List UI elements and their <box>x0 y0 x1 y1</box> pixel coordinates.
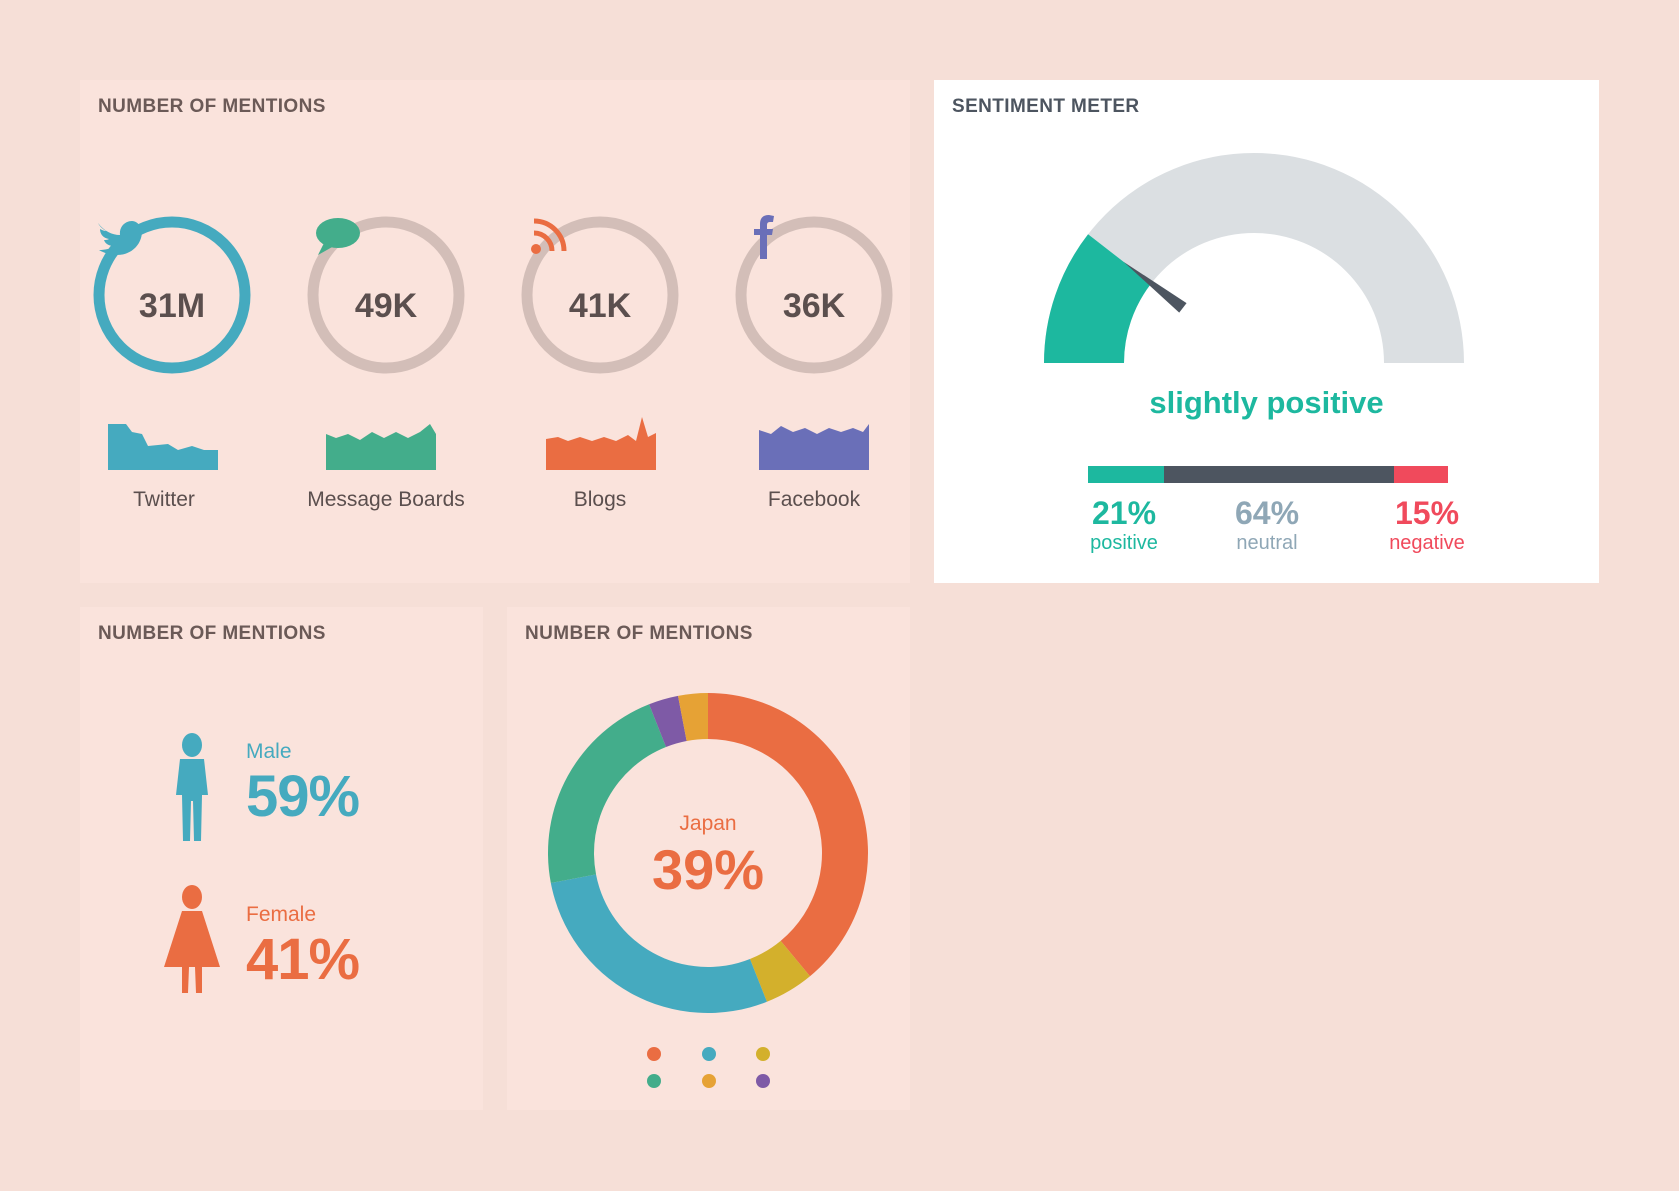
gender-panel: NUMBER OF MENTIONS Male 59% Female 41% <box>80 607 483 1110</box>
speech-bubble-icon <box>316 218 360 255</box>
negative-percent: 15% <box>1394 495 1460 531</box>
facebook-count: 36K <box>782 287 846 325</box>
sentiment-panel: SENTIMENT METER slightly positive 21% po… <box>934 80 1599 583</box>
sentiment-bar-positive <box>1088 466 1164 483</box>
legend-dot-2[interactable] <box>756 1047 770 1061</box>
facebook-ring[interactable]: 36K <box>734 215 894 375</box>
message-boards-ring[interactable]: 49K <box>306 215 466 375</box>
donut-slice-5[interactable] <box>678 693 708 742</box>
female-figure-icon <box>164 885 220 993</box>
blogs-label: Blogs <box>573 488 627 511</box>
blogs-sparkline <box>546 417 656 470</box>
message-boards-sparkline <box>326 424 436 470</box>
facebook-icon <box>754 215 774 259</box>
donut-center-label: Japan <box>679 812 737 835</box>
facebook-ring-circle <box>735 216 893 374</box>
donut-slice-0[interactable] <box>708 693 868 977</box>
positive-percent: 21% <box>1091 495 1157 531</box>
twitter-count: 31M <box>138 287 206 325</box>
neutral-percent: 64% <box>1234 495 1300 531</box>
sentiment-bar-neutral <box>1164 466 1394 483</box>
sentiment-gauge <box>1044 153 1464 363</box>
donut-slice-1[interactable] <box>749 940 810 1002</box>
message-boards-count: 49K <box>354 287 418 325</box>
gauge-positive-fill <box>1044 234 1152 363</box>
blogs-ring[interactable]: 41K <box>520 215 680 375</box>
twitter-ring-circle <box>93 216 251 374</box>
sentiment-bar <box>1088 466 1448 483</box>
legend-dot-3[interactable] <box>647 1074 661 1088</box>
mentions-panel: NUMBER OF MENTIONS 31M Twitter 49K Messa… <box>80 80 910 583</box>
legend-dot-0[interactable] <box>647 1047 661 1061</box>
female-percent: 41% <box>246 927 360 992</box>
rss-icon <box>531 218 567 254</box>
twitter-ring[interactable]: 31M <box>92 215 252 375</box>
donut-slice-3[interactable] <box>548 704 667 883</box>
country-donut-chart <box>548 693 868 1013</box>
legend-dot-4[interactable] <box>702 1074 716 1088</box>
country-panel-title: NUMBER OF MENTIONS <box>525 623 753 644</box>
country-panel: NUMBER OF MENTIONS Japan 39% <box>507 607 910 1110</box>
sentiment-status: slightly positive <box>1149 385 1384 420</box>
sentiment-bar-negative <box>1394 466 1448 483</box>
legend-dot-1[interactable] <box>702 1047 716 1061</box>
male-percent: 59% <box>246 764 360 829</box>
sentiment-panel-title: SENTIMENT METER <box>952 96 1140 117</box>
facebook-sparkline <box>759 424 869 470</box>
gender-panel-title: NUMBER OF MENTIONS <box>98 623 326 644</box>
message-boards-ring-circle <box>307 216 465 374</box>
male-figure-icon <box>176 733 208 841</box>
twitter-bird-icon <box>98 221 148 255</box>
donut-slice-4[interactable] <box>649 695 687 748</box>
legend-dot-5[interactable] <box>756 1074 770 1088</box>
gauge-track <box>1044 153 1464 363</box>
male-label: Male <box>246 740 292 763</box>
neutral-label: neutral <box>1236 532 1298 554</box>
facebook-label: Facebook <box>767 488 861 511</box>
mentions-panel-title: NUMBER OF MENTIONS <box>98 96 326 117</box>
gauge-needle <box>1123 261 1187 313</box>
message-boards-label: Message Boards <box>307 488 465 511</box>
blogs-count: 41K <box>568 287 632 325</box>
positive-label: positive <box>1090 532 1158 554</box>
twitter-sparkline <box>108 424 218 470</box>
twitter-label: Twitter <box>133 488 195 511</box>
female-label: Female <box>246 903 317 926</box>
negative-label: negative <box>1389 532 1465 554</box>
blogs-ring-circle <box>521 216 679 374</box>
donut-slice-2[interactable] <box>550 874 767 1013</box>
donut-center-value: 39% <box>651 838 765 901</box>
